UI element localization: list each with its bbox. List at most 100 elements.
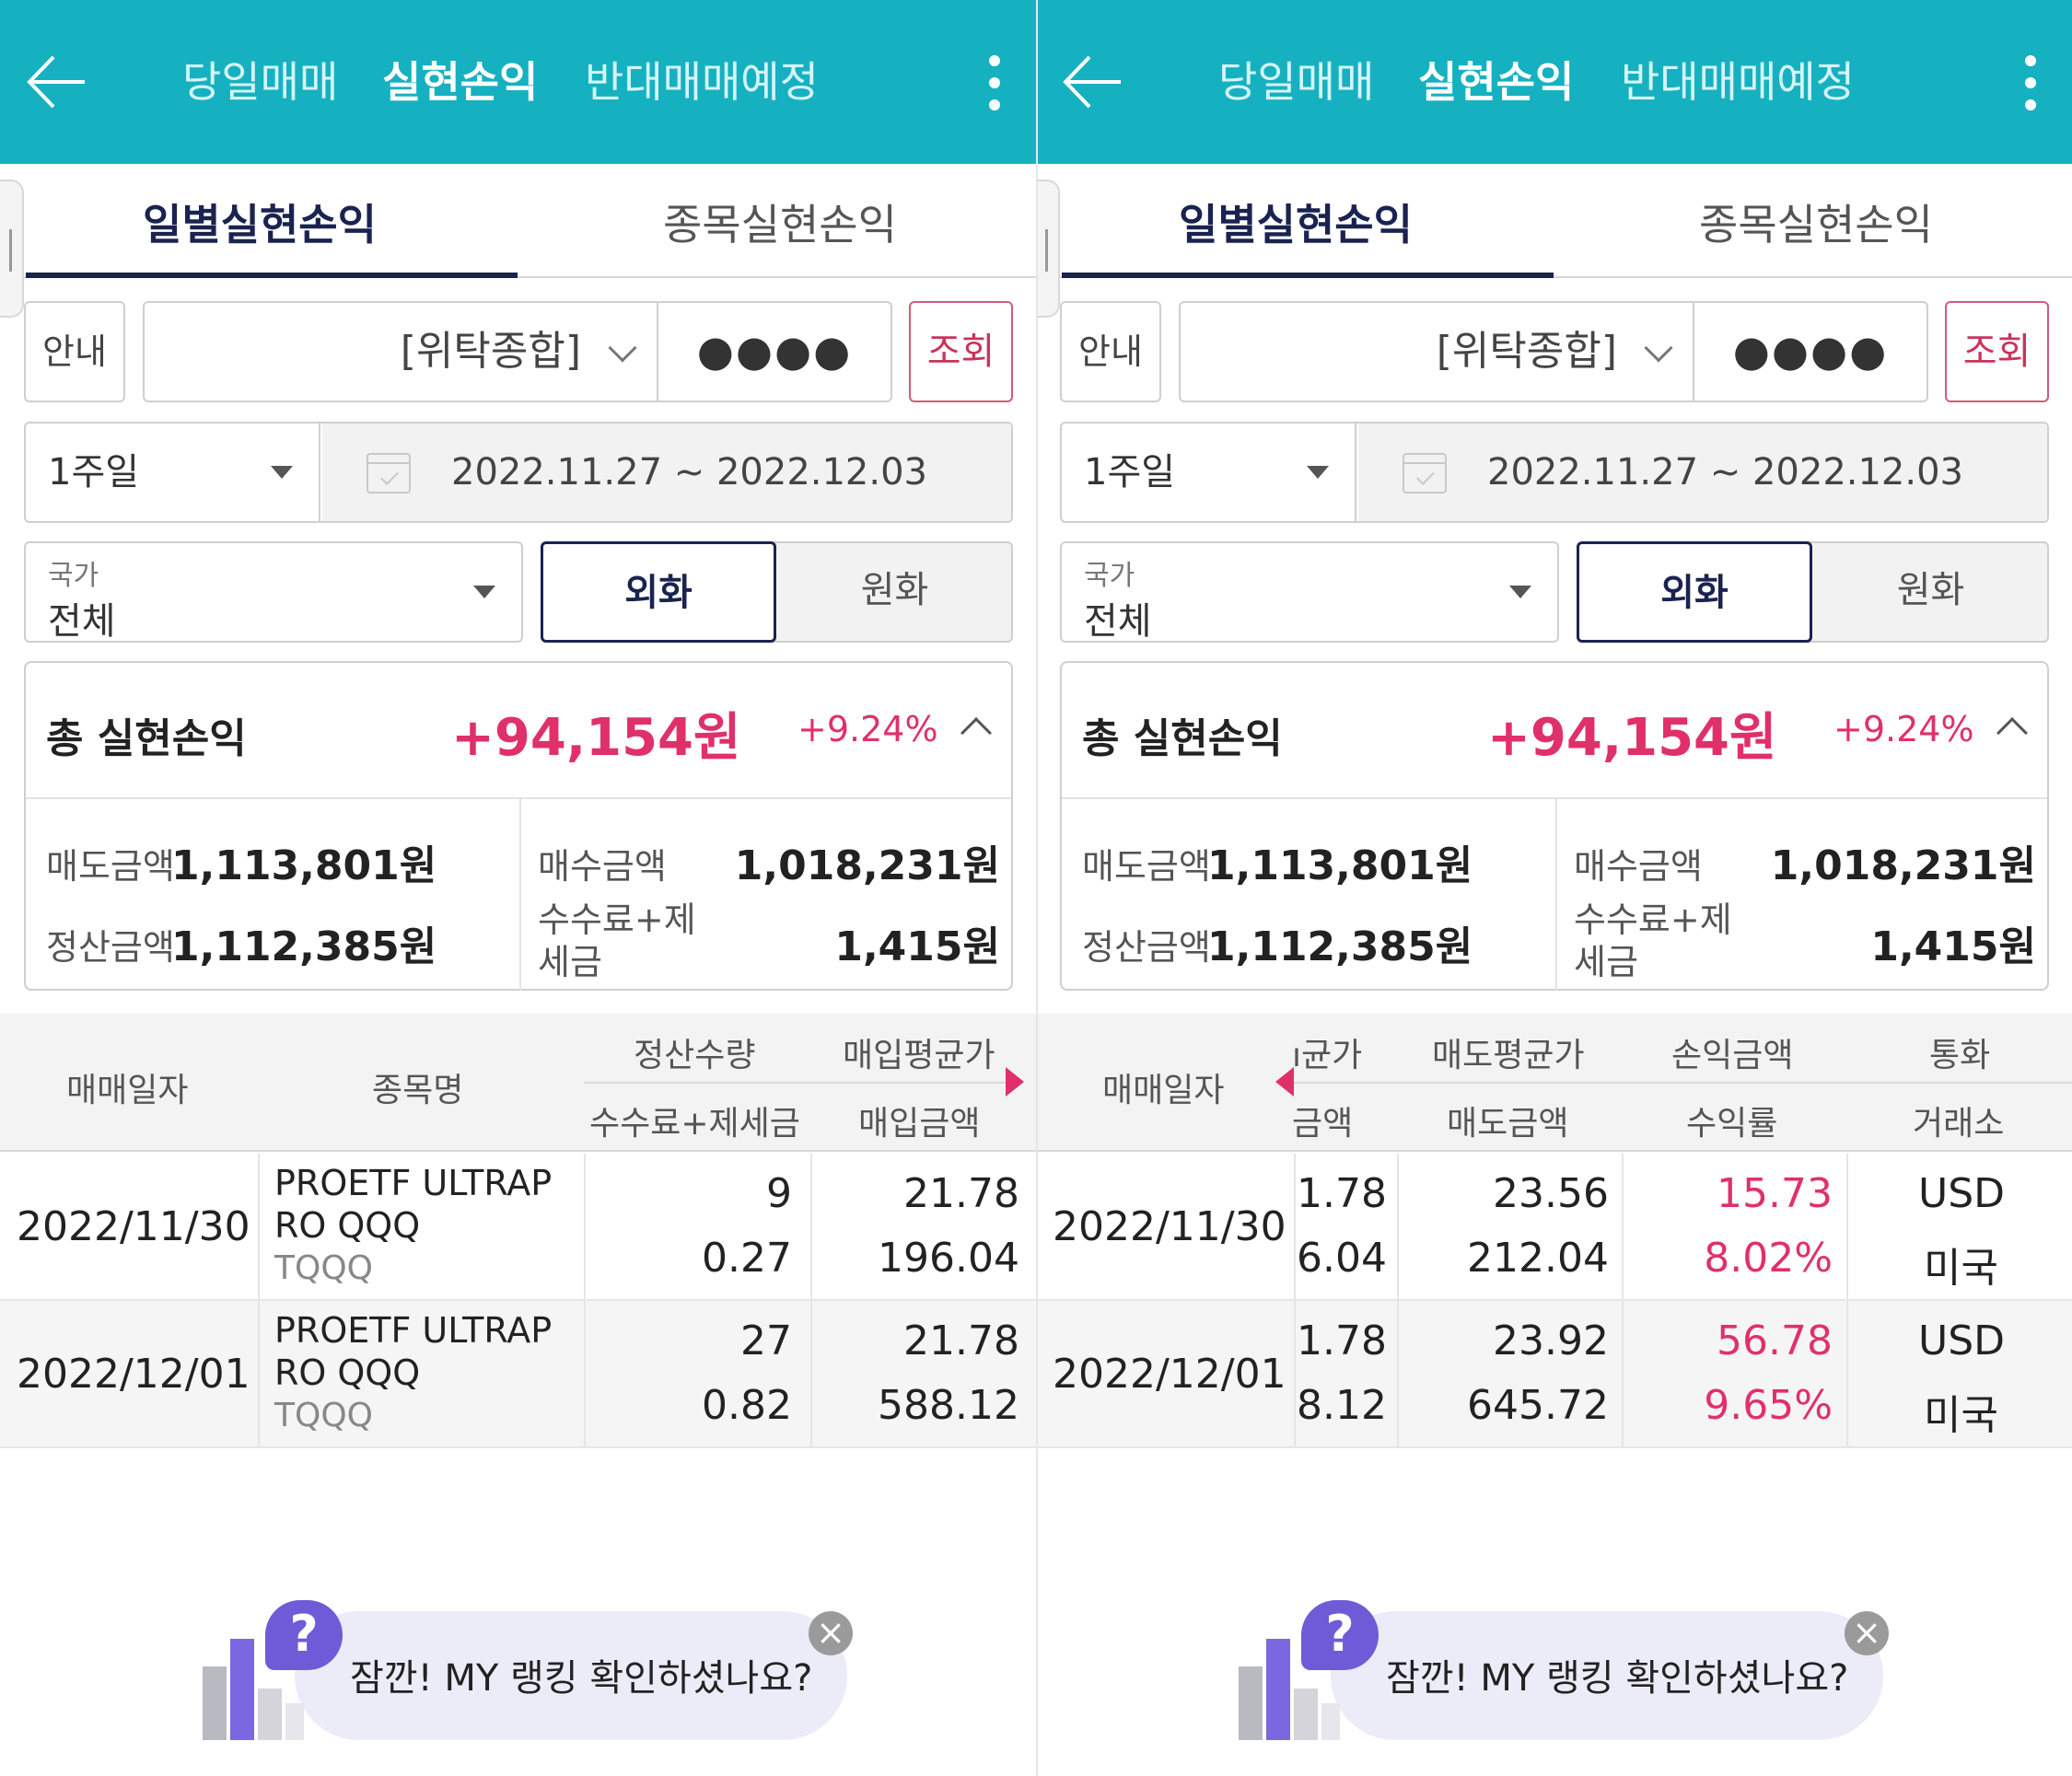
tab-realized-pnl[interactable]: 실현손익 <box>1418 57 1575 107</box>
question-icon: ? <box>1301 1600 1379 1670</box>
dropdown-triangle-icon <box>1307 466 1329 479</box>
calendar-icon <box>1403 453 1447 493</box>
edge-drawer-handle[interactable] <box>1036 180 1060 318</box>
close-icon[interactable]: × <box>809 1611 853 1655</box>
account-select[interactable]: [위탁종합] <box>143 301 658 402</box>
cell-avg-buy: 21.78 <box>903 1317 1019 1364</box>
period-select[interactable]: 1주일 <box>26 424 320 521</box>
chevron-down-icon <box>608 333 637 363</box>
country-select[interactable]: 국가 전체 <box>24 541 523 643</box>
total-pnl-rate: +9.24% <box>1833 709 1974 749</box>
sub-tabs: 일별실현손익 종목실현손익 <box>1036 164 2072 278</box>
table-row[interactable]: 2022/11/30 PROETF ULTRAP RO QQQ TQQQ 9 0… <box>0 1154 1036 1301</box>
back-arrow-icon[interactable] <box>26 53 87 110</box>
scroll-left-arrow-icon[interactable] <box>1275 1067 1294 1097</box>
cell-date: 2022/11/30 <box>1053 1203 1286 1250</box>
total-pnl-amount: +94,154원 <box>1487 708 1777 768</box>
search-button[interactable]: 조회 <box>1945 301 2049 402</box>
th-date: 매매일자 <box>66 1072 189 1109</box>
th-exchange: 거래소 <box>1913 1105 2005 1143</box>
cell-exchange: 미국 <box>1924 1392 1998 1439</box>
cell-name-line2: RO QQQ <box>274 1205 421 1246</box>
cell-fee: 0.27 <box>702 1235 792 1282</box>
password-field[interactable]: ●●●● <box>1693 301 1928 402</box>
info-button[interactable]: 안내 <box>1060 301 1161 402</box>
foreign-currency-button[interactable]: 외화 <box>541 541 776 643</box>
sub-tabs: 일별실현손익 종목실현손익 <box>0 164 1036 278</box>
password-field[interactable]: ●●●● <box>657 301 892 402</box>
chevron-up-icon[interactable] <box>960 717 992 749</box>
chevron-up-icon[interactable] <box>1996 717 2028 749</box>
th-fee: 수수료+제세금 <box>589 1105 800 1143</box>
table-row[interactable]: 2022/12/01 PROETF ULTRAP RO QQQ TQQQ 27 … <box>0 1301 1036 1448</box>
back-arrow-icon[interactable] <box>1062 53 1123 110</box>
edge-drawer-handle[interactable] <box>0 180 24 318</box>
won-currency-button[interactable]: 원화 <box>1896 569 1965 611</box>
ranking-chart-icon <box>193 1639 304 1740</box>
date-range-field[interactable]: 2022.11.27 ~ 2022.12.03 <box>1358 424 2047 521</box>
tab-day-trading[interactable]: 당일매매 <box>182 57 339 107</box>
period-row: 1주일 2022.11.27 ~ 2022.12.03 <box>1060 422 2049 523</box>
settle-amount-label: 정산금액 <box>46 927 175 968</box>
tab-day-trading[interactable]: 당일매매 <box>1218 57 1375 107</box>
ad-bubble <box>295 1611 847 1740</box>
ranking-ad-banner[interactable]: ? 잠깐! MY 랭킹 확인하셨나요? × <box>193 1600 853 1740</box>
th-buy-amount-clipped: 금액 <box>1292 1105 1354 1143</box>
country-select[interactable]: 국가 전체 <box>1060 541 1559 643</box>
account-select[interactable]: [위탁종합] <box>1179 301 1694 402</box>
table-row[interactable]: 2022/12/01 1.78 8.12 23.92 645.72 56.78 … <box>1036 1301 2072 1448</box>
summary-header[interactable]: 총 실현손익 +94,154원 +9.24% <box>26 663 1011 799</box>
dropdown-triangle-icon <box>473 586 495 598</box>
subtab-stock-pnl[interactable]: 종목실현손익 <box>1699 200 1933 250</box>
tab-reverse-trade[interactable]: 반대매매예정 <box>1621 57 1855 107</box>
dropdown-triangle-icon <box>271 466 293 479</box>
foreign-currency-button[interactable]: 외화 <box>1577 541 1812 643</box>
ranking-ad-banner[interactable]: ? 잠깐! MY 랭킹 확인하셨나요? × <box>1229 1600 1889 1740</box>
settle-amount-label: 정산금액 <box>1082 927 1211 968</box>
tab-reverse-trade[interactable]: 반대매매예정 <box>585 57 819 107</box>
period-select[interactable]: 1주일 <box>1062 424 1356 521</box>
ad-text: 잠깐! MY 랭킹 확인하셨나요? <box>350 1657 813 1700</box>
kebab-menu-icon[interactable] <box>2012 50 2049 120</box>
app-header: 당일매매 실현손익 반대매매예정 <box>1036 0 2072 164</box>
subtab-daily-pnl[interactable]: 일별실현손익 <box>1179 200 1413 250</box>
ranking-chart-icon <box>1229 1639 1340 1740</box>
cell-ticker: TQQQ <box>274 1397 373 1434</box>
settle-amount-value: 1,112,385원 <box>1207 923 1473 970</box>
summary-card: 총 실현손익 +94,154원 +9.24% 매도금액 1,113,801원 매… <box>1060 661 2049 991</box>
cell-qty: 9 <box>766 1170 792 1217</box>
cell-qty: 27 <box>740 1317 792 1364</box>
cell-buy-amount-clipped: 8.12 <box>1297 1382 1387 1429</box>
calendar-icon <box>367 453 411 493</box>
table-row[interactable]: 2022/11/30 1.78 6.04 23.56 212.04 15.73 … <box>1036 1154 2072 1301</box>
scroll-right-arrow-icon[interactable] <box>1006 1067 1024 1097</box>
summary-divider <box>519 799 521 991</box>
summary-header[interactable]: 총 실현손익 +94,154원 +9.24% <box>1062 663 2047 799</box>
th-name: 종목명 <box>372 1072 464 1109</box>
ad-bubble <box>1331 1611 1883 1740</box>
won-currency-button[interactable]: 원화 <box>860 569 929 611</box>
currency-toggle: 외화 원화 <box>541 541 1013 643</box>
kebab-menu-icon[interactable] <box>976 50 1013 120</box>
cell-name-line1: PROETF ULTRAP <box>274 1310 553 1351</box>
subtab-stock-pnl[interactable]: 종목실현손익 <box>663 200 897 250</box>
search-button[interactable]: 조회 <box>909 301 1013 402</box>
info-button[interactable]: 안내 <box>24 301 125 402</box>
th-avg-sell: 매도평균가 <box>1432 1037 1585 1074</box>
buy-amount-value: 1,018,231원 <box>734 842 1000 889</box>
date-range-field[interactable]: 2022.11.27 ~ 2022.12.03 <box>322 424 1011 521</box>
close-icon[interactable]: × <box>1845 1611 1889 1655</box>
cell-avg-sell: 23.92 <box>1493 1317 1609 1364</box>
table-header: 매매일자 종목명 정산수량 수수료+제세금 매입평균가 매입금액 <box>0 1014 1036 1152</box>
tab-realized-pnl[interactable]: 실현손익 <box>382 57 539 107</box>
active-tab-indicator <box>1062 273 1554 278</box>
fee-label-line2: 세금 <box>1574 942 1638 982</box>
th-date: 매매일자 <box>1102 1072 1225 1109</box>
fee-value: 1,415원 <box>1870 923 2036 970</box>
cell-sell-amount: 645.72 <box>1467 1382 1609 1429</box>
th-pnl: 손익금액 <box>1671 1037 1794 1074</box>
header-divider <box>584 1082 1017 1084</box>
subtab-daily-pnl[interactable]: 일별실현손익 <box>143 200 377 250</box>
sell-amount-value: 1,113,801원 <box>1207 842 1473 889</box>
period-select-value: 1주일 <box>1084 451 1176 493</box>
